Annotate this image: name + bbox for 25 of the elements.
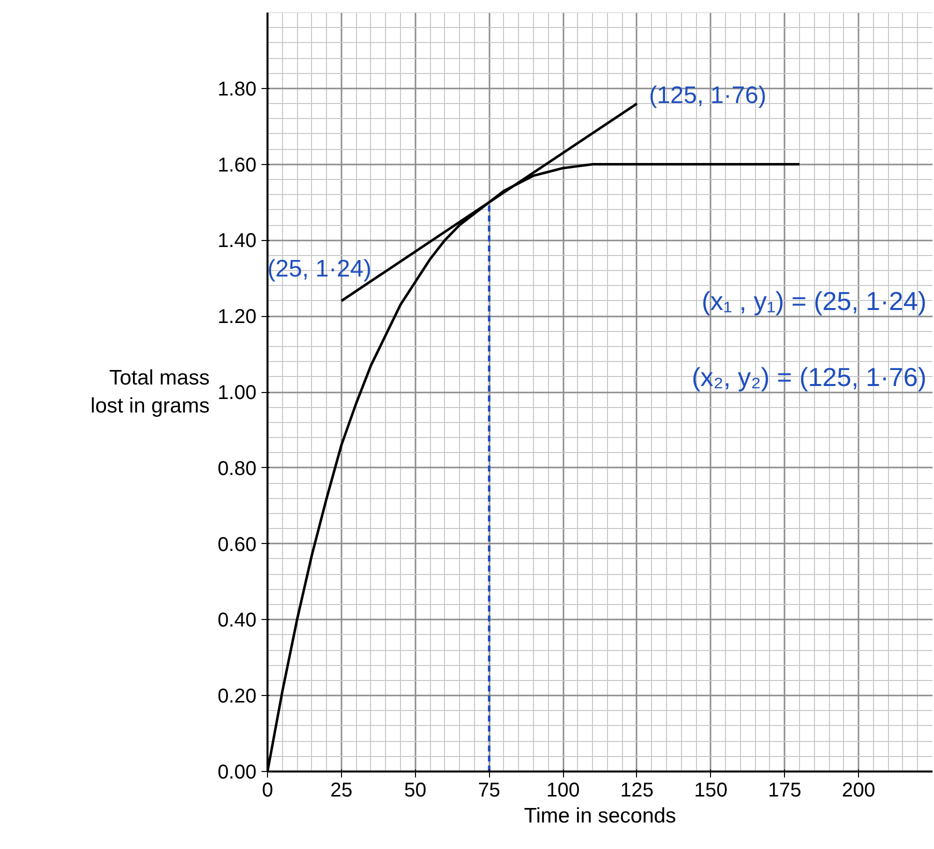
x-tick-label: 50 xyxy=(404,780,426,802)
x-tick-label: 25 xyxy=(330,780,353,802)
annotation: (125, 1·76) xyxy=(648,82,766,110)
x-tick-label: 125 xyxy=(620,780,654,802)
y-axis-title: Total mass lost in grams xyxy=(90,366,210,418)
annotation: (25, 1·24) xyxy=(267,255,372,282)
y-tick-label: 1.00 xyxy=(218,382,257,404)
y-tick-label: 0.80 xyxy=(218,458,257,480)
y-tick-label: 1.20 xyxy=(218,306,257,328)
y-tick-label: 0.60 xyxy=(218,534,257,556)
annotation: (x₁ , y₁) = (25, 1·24) xyxy=(702,286,927,316)
y-tick-label: 1.40 xyxy=(218,230,257,252)
y-tick-label: 1.80 xyxy=(218,78,257,100)
y-tick-label: 0.40 xyxy=(218,610,257,632)
y-tick-label: 0.20 xyxy=(218,686,257,708)
x-axis-title: Time in seconds xyxy=(524,804,676,828)
y-tick-label: 1.60 xyxy=(218,154,257,176)
x-tick-label: 100 xyxy=(546,780,580,802)
x-tick-label: 175 xyxy=(768,780,802,802)
x-tick-label: 0 xyxy=(262,780,274,802)
x-tick-label: 150 xyxy=(694,780,728,802)
x-tick-label: 75 xyxy=(478,780,500,802)
y-tick-label: 0.00 xyxy=(218,762,257,784)
annotation: (x₂, y₂) = (125, 1·76) xyxy=(692,362,927,392)
x-tick-label: 200 xyxy=(842,780,876,802)
